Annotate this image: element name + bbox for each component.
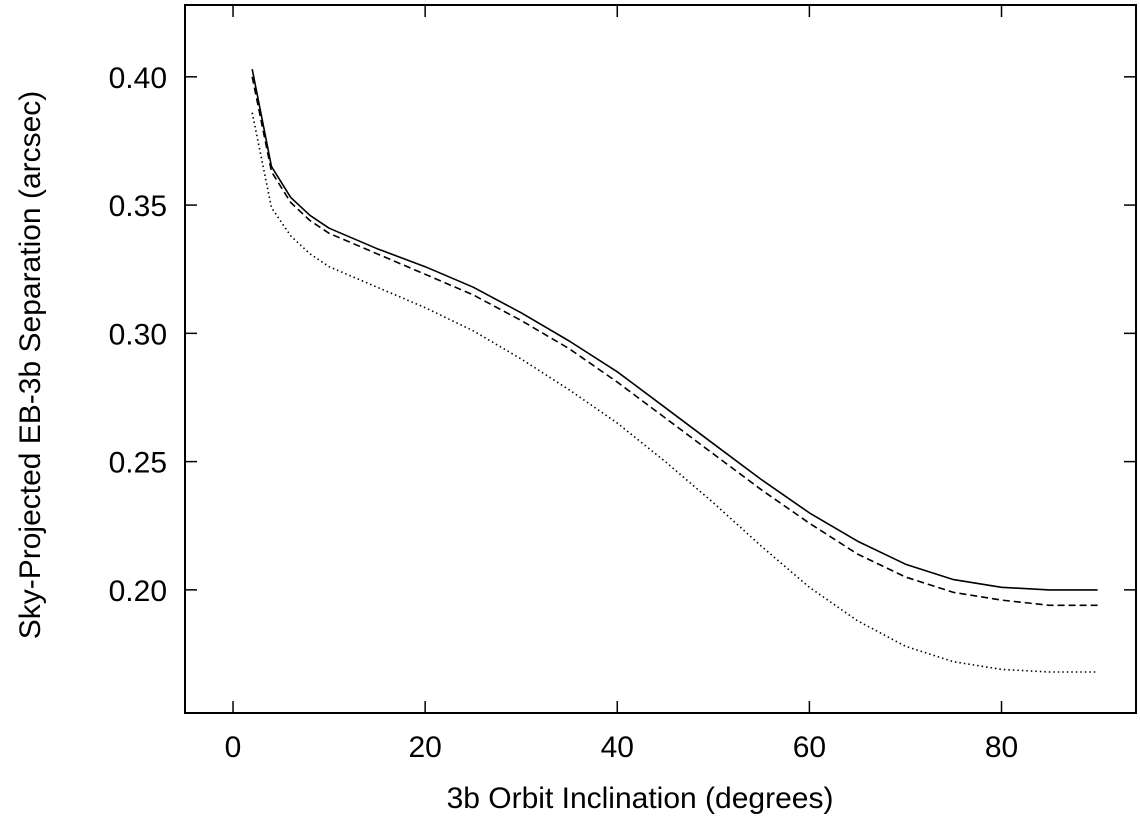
x-tick-label: 40 (601, 731, 634, 764)
y-axis-label: Sky-Projected EB-3b Separation (arcsec) (14, 91, 47, 640)
series-line-dotted (251, 112, 1098, 673)
series-layer (251, 68, 1098, 673)
y-tick-label: 0.25 (109, 447, 167, 480)
x-axis-label: 3b Orbit Inclination (degrees) (447, 782, 834, 815)
tick-marks (185, 5, 1136, 713)
y-tick-label: 0.40 (109, 62, 167, 95)
y-tick-label: 0.30 (109, 318, 167, 351)
x-tick-label: 20 (408, 731, 441, 764)
y-tick-label: 0.35 (109, 190, 167, 223)
plot-frame (184, 4, 1137, 714)
series-line-solid (251, 68, 1098, 591)
x-tick-label: 0 (225, 731, 242, 764)
series-line-dashed (251, 76, 1098, 607)
y-tick-label: 0.20 (109, 575, 167, 608)
x-tick-label: 60 (793, 731, 826, 764)
y-tick-labels: 0.20 0.25 0.30 0.35 0.40 (109, 62, 167, 608)
x-tick-label: 80 (985, 731, 1018, 764)
x-tick-labels: 0 20 40 60 80 (225, 731, 1019, 764)
